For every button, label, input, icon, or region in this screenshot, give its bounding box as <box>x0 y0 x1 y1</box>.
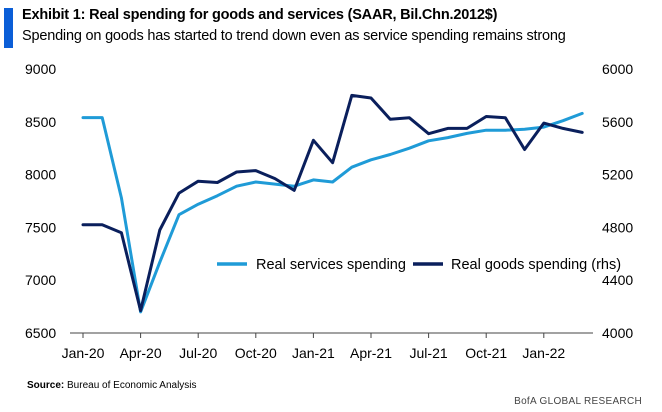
y-right-tick-label: 4400 <box>602 272 633 288</box>
y-right-tick-label: 5200 <box>602 167 633 183</box>
chart-title: Exhibit 1: Real spending for goods and s… <box>22 7 498 23</box>
y-right-tick-label: 5600 <box>602 114 633 130</box>
x-tick-label: Apr-20 <box>120 345 162 361</box>
y-right-tick-label: 4000 <box>602 325 633 341</box>
series-line-goods <box>81 93 584 313</box>
x-tick-label: Oct-21 <box>465 345 507 361</box>
legend-label-services: Real services spending <box>256 257 406 273</box>
y-right-tick-label: 4800 <box>602 219 633 235</box>
y-left-tick-label: 7000 <box>25 272 56 288</box>
y-right-tick-label: 6000 <box>602 61 633 77</box>
source-note: Source: Bureau of Economic Analysis <box>27 380 197 391</box>
source-text: Bureau of Economic Analysis <box>67 380 197 391</box>
chart-area: Jan-20 Apr-20 Jul-20 Oct-20 Jan-21 Apr-21 Jul-… <box>25 61 633 361</box>
y-left-tick-label: 8500 <box>25 114 56 130</box>
x-tick-label: Oct-20 <box>235 345 277 361</box>
y-left-tick-label: 6500 <box>25 325 56 341</box>
x-tick-label: Jul-21 <box>410 345 448 361</box>
chart-axes: Jan-20 Apr-20 Jul-20 Oct-20 Jan-21 Apr-21 Jul-… <box>25 61 633 361</box>
y-left-tick-label: 7500 <box>25 219 56 235</box>
x-tick-label: Jan-21 <box>292 345 335 361</box>
x-tick-label: Apr-21 <box>350 345 392 361</box>
x-tick-label: Jul-20 <box>179 345 217 361</box>
series-line-services <box>81 111 584 314</box>
series-layer <box>81 93 584 314</box>
legend-label-goods: Real goods spending (rhs) <box>451 257 621 273</box>
header-accent-bar <box>4 8 13 48</box>
y-left-tick-label: 8000 <box>25 167 56 183</box>
x-tick-label: Jan-22 <box>522 345 565 361</box>
chart-legend: Real services spending Real goods spendin… <box>214 252 621 276</box>
y-left-tick-label: 9000 <box>25 61 56 77</box>
footer-brand: BofA GLOBAL RESEARCH <box>514 396 642 407</box>
chart-subtitle: Spending on goods has started to trend d… <box>22 28 566 44</box>
source-label: Source: <box>27 380 65 391</box>
x-tick-label: Jan-20 <box>62 345 105 361</box>
